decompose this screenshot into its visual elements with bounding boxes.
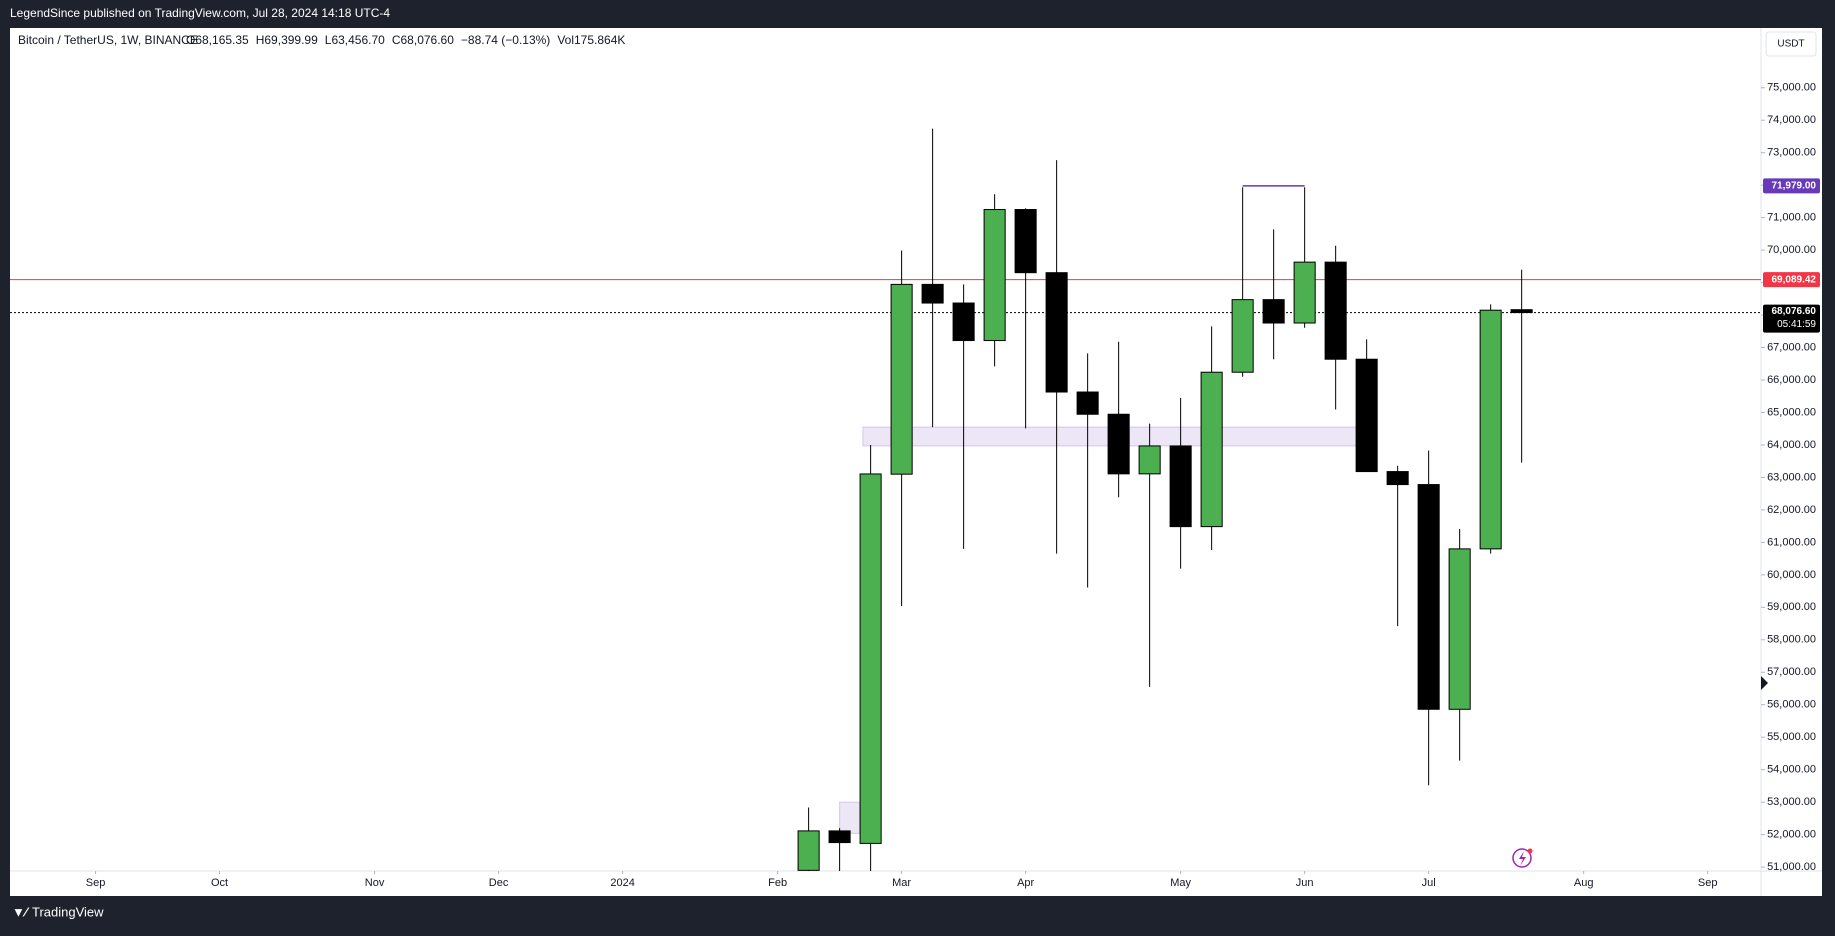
candle-body: [1324, 261, 1347, 360]
y-tick-label: 71,000.00: [1767, 212, 1816, 224]
alert-dot: [1527, 848, 1533, 854]
y-tick-label: 61,000.00: [1767, 536, 1816, 548]
bracket-label: 71,979.00: [1772, 180, 1817, 191]
candle-body: [1510, 309, 1533, 314]
candle-body: [1386, 471, 1409, 486]
x-tick-label: Dec: [489, 877, 509, 889]
chart-area: [10, 28, 1822, 896]
x-tick-label: Mar: [892, 877, 911, 889]
candle-body: [1014, 209, 1037, 274]
y-tick-label: 74,000.00: [1767, 114, 1816, 126]
x-tick-label: Jul: [1422, 877, 1436, 889]
price-label-bg: [1763, 272, 1820, 288]
publisher: LegendSince published on TradingView.com…: [10, 6, 390, 20]
candle-body: [1045, 272, 1068, 393]
candle-body: [1200, 371, 1223, 528]
y-tick-label: 70,000.00: [1767, 244, 1816, 256]
x-tick-label: 2024: [610, 877, 634, 889]
candle-body: [828, 830, 851, 844]
candle-body: [921, 283, 944, 304]
y-tick-label: 55,000.00: [1767, 731, 1816, 743]
x-tick-label: Aug: [1574, 877, 1594, 889]
y-tick-label: 64,000.00: [1767, 439, 1816, 451]
candle-body: [890, 283, 913, 475]
x-tick-label: May: [1170, 877, 1191, 889]
x-tick-label: Jun: [1296, 877, 1314, 889]
candle-body: [1169, 445, 1192, 528]
currency-button[interactable]: [1765, 31, 1817, 57]
candle-body: [859, 473, 882, 844]
x-tick-label: Apr: [1017, 877, 1034, 889]
candle-body: [1417, 484, 1440, 710]
y-tick-label: 56,000.00: [1767, 699, 1816, 711]
currency[interactable]: USDT: [1777, 39, 1804, 50]
bracket-label-bg: [1763, 178, 1820, 194]
brand: TradingView: [32, 904, 104, 919]
y-tick-label: 57,000.00: [1767, 666, 1816, 678]
alert-icon-bolt: [1519, 851, 1526, 866]
price-label-bg: [1763, 304, 1820, 333]
candle-body: [1479, 309, 1502, 550]
legend-value: L63,456.70: [325, 33, 385, 47]
legend-value: Vol175.864K: [557, 33, 625, 47]
candle-body: [1262, 299, 1285, 324]
candle-body: [1355, 358, 1378, 473]
scroll-arrow[interactable]: [1761, 676, 1768, 690]
y-tick-label: 53,000.00: [1767, 796, 1816, 808]
candle-body: [797, 830, 820, 871]
y-tick-label: 65,000.00: [1767, 406, 1816, 418]
x-tick-label: Sep: [1698, 877, 1718, 889]
candle-body: [1231, 299, 1254, 373]
y-tick-label: 75,000.00: [1767, 82, 1816, 94]
candle-body: [1076, 391, 1099, 415]
price-label: 68,076.60: [1772, 306, 1817, 317]
zone: [839, 801, 861, 834]
symbol-title: Bitcoin / TetherUS, 1W, BINANCE: [18, 33, 198, 47]
x-tick-label: Nov: [365, 877, 385, 889]
tv-logo: ▼⁄: [12, 904, 30, 919]
y-tick-label: 58,000.00: [1767, 634, 1816, 646]
candle-body: [1138, 445, 1161, 475]
candle-body: [952, 302, 975, 342]
y-tick-label: 63,000.00: [1767, 471, 1816, 483]
legend-value: H69,399.99: [256, 33, 318, 47]
alert-icon[interactable]: [1512, 848, 1532, 868]
y-tick-label: 73,000.00: [1767, 147, 1816, 159]
candle-body: [1293, 261, 1316, 324]
candle-body: [1448, 548, 1471, 710]
legend-value: −88.74 (−0.13%): [461, 33, 550, 47]
y-tick-label: 52,000.00: [1767, 829, 1816, 841]
y-tick-label: 54,000.00: [1767, 764, 1816, 776]
y-tick-label: 67,000.00: [1767, 341, 1816, 353]
y-tick-label: 60,000.00: [1767, 569, 1816, 581]
x-tick-label: Feb: [768, 877, 787, 889]
y-tick-label: 62,000.00: [1767, 504, 1816, 516]
y-tick-label: 51,000.00: [1767, 861, 1816, 873]
countdown: 05:41:59: [1777, 319, 1816, 330]
x-tick-label: Sep: [86, 877, 106, 889]
candle-body: [983, 209, 1006, 342]
y-tick-label: 66,000.00: [1767, 374, 1816, 386]
legend-value: O68,165.35: [186, 33, 249, 47]
legend-value: C68,076.60: [392, 33, 454, 47]
y-tick-label: 59,000.00: [1767, 601, 1816, 613]
x-tick-label: Oct: [211, 877, 228, 889]
candle-body: [1107, 413, 1130, 475]
price-label: 69,089.42: [1772, 274, 1817, 285]
plot: [10, 128, 1761, 871]
